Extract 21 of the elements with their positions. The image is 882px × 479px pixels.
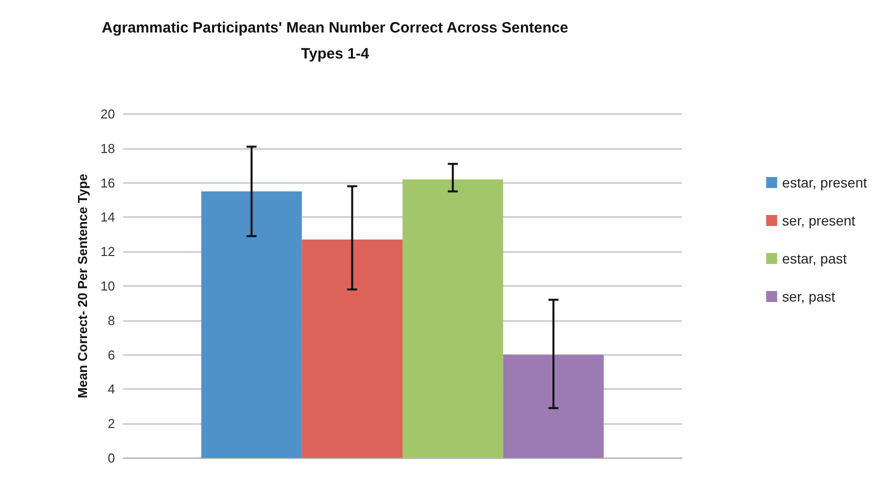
y-tick-label: 8 xyxy=(108,312,115,328)
y-tick-label: 6 xyxy=(108,347,115,362)
bar xyxy=(503,354,604,458)
y-tick-label: 4 xyxy=(108,382,115,397)
y-tick-label: 12 xyxy=(100,244,115,260)
bar xyxy=(302,240,402,458)
legend-label: estar, present xyxy=(782,174,868,190)
y-tick-label: 14 xyxy=(100,210,115,225)
y-tick-label: 20 xyxy=(100,106,115,122)
y-tick-label: 2 xyxy=(108,416,115,432)
y-axis-title: Mean Correct- 20 Per Sentence Type xyxy=(75,174,90,398)
bar xyxy=(402,179,504,458)
bar xyxy=(201,191,302,458)
y-tick-label: 0 xyxy=(108,450,115,466)
y-tick-label: 18 xyxy=(100,140,115,156)
chart-title: Agrammatic Participants' Mean Number Correct Across Sentence Types 1-4 xyxy=(102,20,568,62)
legend-label: ser, past xyxy=(782,288,836,304)
legend-label: estar, past xyxy=(782,250,847,266)
legend-label: ser, present xyxy=(782,212,856,228)
y-tick-label: 10 xyxy=(100,278,115,294)
y-tick-label: 16 xyxy=(100,175,115,190)
